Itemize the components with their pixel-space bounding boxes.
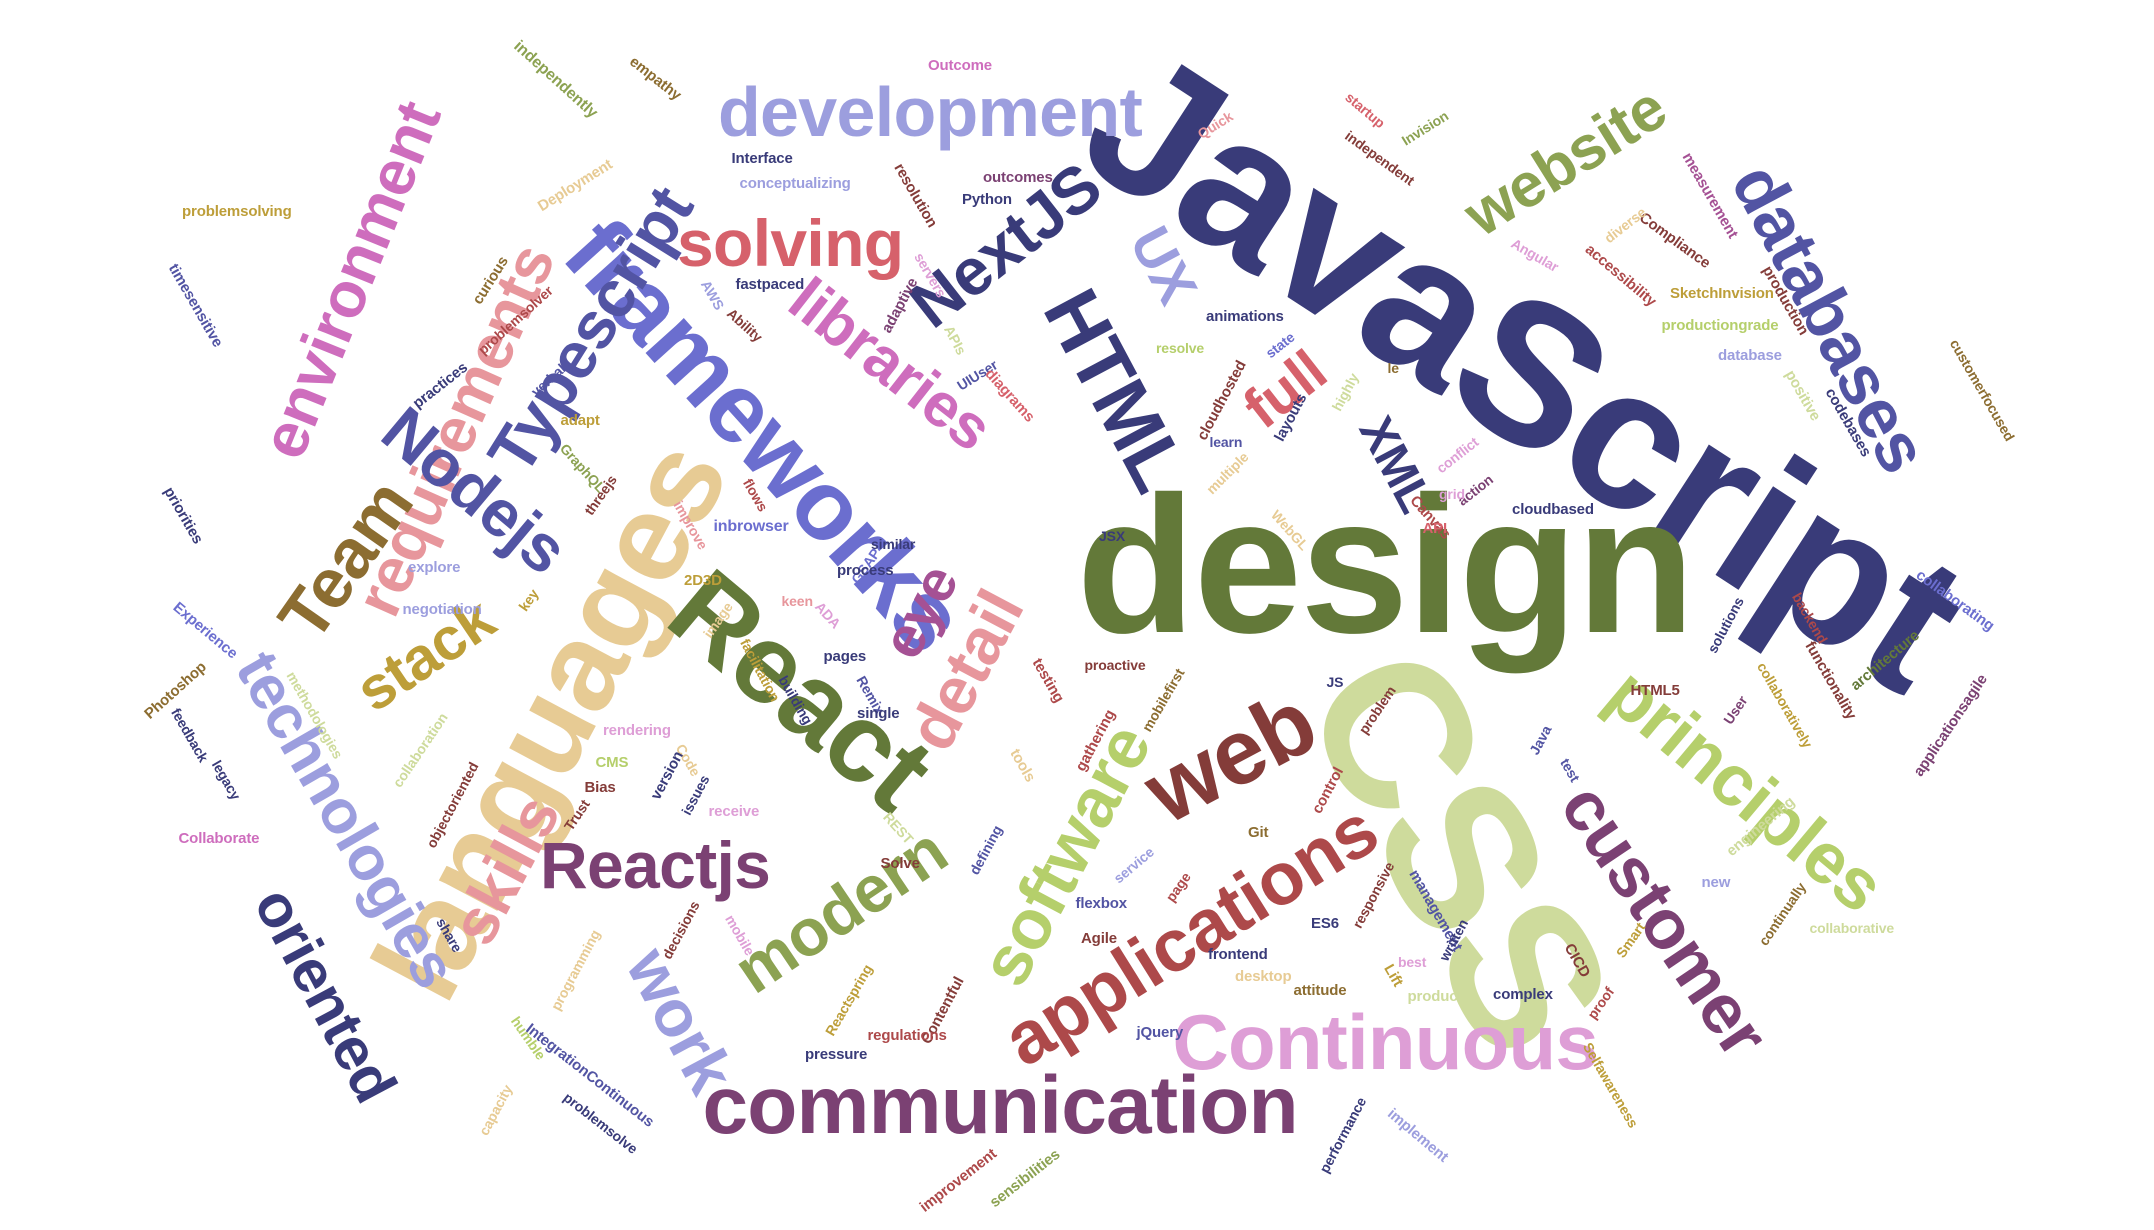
cloud-word-performance: performance	[1315, 1094, 1369, 1176]
cloud-word-productiongrade: productiongrade	[1661, 316, 1779, 334]
cloud-word-testing: testing	[1028, 654, 1068, 706]
cloud-word-cms: CMS	[595, 753, 629, 771]
cloud-word-2d3d: 2D3D	[684, 571, 722, 589]
cloud-word-capacity: capacity	[475, 1081, 515, 1139]
cloud-word-process: process	[837, 561, 894, 579]
cloud-word-collaborative: collaborative	[1809, 920, 1895, 936]
cloud-word-interface: Interface	[731, 149, 793, 167]
cloud-word-jsx: JSX	[1099, 528, 1126, 544]
cloud-word-customerfocused: customerfocused	[1946, 336, 2018, 444]
cloud-word-tools: tools	[1005, 745, 1039, 785]
cloud-word-receive: receive	[708, 802, 760, 820]
cloud-word-explore: explore	[408, 558, 461, 576]
cloud-word-sketchinvision: SketchInvision	[1670, 284, 1774, 302]
cloud-word-implement: implement	[1384, 1104, 1452, 1166]
cloud-word-outcome: Outcome	[928, 56, 992, 74]
cloud-word-keen: keen	[781, 593, 814, 609]
cloud-word-user: User	[1719, 692, 1750, 728]
cloud-word-resolve: resolve	[1156, 340, 1205, 356]
cloud-word-agile: Agile	[1081, 929, 1117, 947]
cloud-word-bias: Bias	[584, 778, 616, 796]
cloud-word-database: database	[1718, 346, 1782, 364]
cloud-word-deployment: Deployment	[534, 155, 616, 215]
cloud-word-solve: Solve	[880, 854, 920, 872]
cloud-word-programming: programming	[546, 927, 603, 1013]
cloud-word-service: service	[1109, 843, 1157, 887]
cloud-word-attitude: attitude	[1293, 981, 1347, 999]
cloud-word-work: work	[611, 935, 749, 1105]
cloud-word-negotiation: negotiation	[402, 600, 482, 618]
cloud-word-flexbox: flexbox	[1075, 894, 1128, 912]
cloud-word-collaborate: Collaborate	[178, 829, 260, 847]
cloud-word-version: version	[647, 747, 687, 803]
cloud-word-priorities: priorities	[159, 483, 206, 547]
cloud-word-outcomes: outcomes	[983, 168, 1053, 186]
cloud-word-continually: continually	[1755, 879, 1810, 949]
cloud-word-complex: complex	[1493, 985, 1553, 1003]
cloud-word-test: test	[1557, 755, 1584, 785]
cloud-word-timesensitive: timesensitive	[164, 260, 226, 350]
cloud-word-git: Git	[1248, 823, 1269, 841]
cloud-word-desktop: desktop	[1235, 967, 1292, 985]
cloud-word-feedback: feedback	[167, 705, 212, 765]
cloud-word-inbrowser: inbrowser	[713, 518, 789, 535]
cloud-word-regulations: regulations	[867, 1026, 947, 1044]
cloud-word-conceptualizing: conceptualizing	[739, 174, 851, 192]
cloud-word-es6: ES6	[1311, 914, 1339, 932]
cloud-word-fastpaced: fastpaced	[735, 275, 805, 293]
cloud-word-pages: pages	[823, 647, 867, 665]
cloud-word-js: JS	[1326, 674, 1344, 690]
cloud-word-cloudbased: cloudbased	[1512, 500, 1594, 518]
cloud-word-invision: Invision	[1398, 107, 1452, 149]
cloud-word-defining: defining	[965, 822, 1005, 878]
cloud-word-communication: communication	[702, 1060, 1299, 1151]
cloud-word-animations: animations	[1206, 307, 1284, 325]
cloud-word-continuous: Continuous	[1172, 998, 1599, 1086]
cloud-word-learn: learn	[1209, 434, 1243, 450]
cloud-word-le: le	[1387, 360, 1400, 376]
cloud-word-html5: HTML5	[1630, 681, 1680, 699]
cloud-word-single: single	[857, 704, 900, 722]
cloud-word-mobilefirst: mobilefirst	[1138, 665, 1188, 735]
cloud-word-api: API	[1422, 519, 1448, 537]
cloud-word-java: Java	[1525, 722, 1555, 758]
cloud-word-best: best	[1398, 954, 1427, 970]
cloud-word-python: Python	[962, 190, 1012, 208]
cloud-word-reactjs: Reactjs	[540, 828, 771, 902]
cloud-word-pressure: pressure	[805, 1045, 868, 1063]
cloud-word-solving: solving	[677, 206, 904, 280]
cloud-word-jquery: jQuery	[1136, 1023, 1184, 1041]
cloud-word-similar: similar	[871, 536, 916, 552]
cloud-word-empathy: empathy	[625, 52, 684, 104]
cloud-word-rendering: rendering	[603, 721, 671, 739]
cloud-word-independently: independently	[510, 37, 601, 122]
cloud-word-proactive: proactive	[1084, 657, 1146, 673]
cloud-word-product: product	[1407, 987, 1463, 1005]
cloud-word-new: new	[1701, 873, 1731, 891]
cloud-word-reactspring: Reactspring	[821, 961, 875, 1039]
cloud-word-adapt: adapt	[560, 411, 600, 429]
cloud-word-improvement: improvement	[916, 1144, 1000, 1216]
cloud-word-html: HTML	[1026, 275, 1205, 505]
cloud-word-design: design	[1076, 455, 1696, 674]
cloud-word-grid: grid	[1439, 486, 1465, 502]
cloud-word-apis: APIs	[940, 322, 970, 358]
cloud-word-applicationsagile: applicationsagile	[1909, 670, 1991, 780]
cloud-word-frontend: frontend	[1208, 945, 1268, 963]
cloud-word-problemsolving: problemsolving	[182, 202, 292, 220]
cloud-word-experience: Experience	[169, 598, 241, 662]
cloud-word-compliance: Compliance	[1635, 208, 1714, 272]
cloud-word-development: development	[718, 73, 1143, 151]
cloud-word-legacy: legacy	[208, 757, 244, 803]
cloud-word-issues: issues	[677, 772, 712, 818]
